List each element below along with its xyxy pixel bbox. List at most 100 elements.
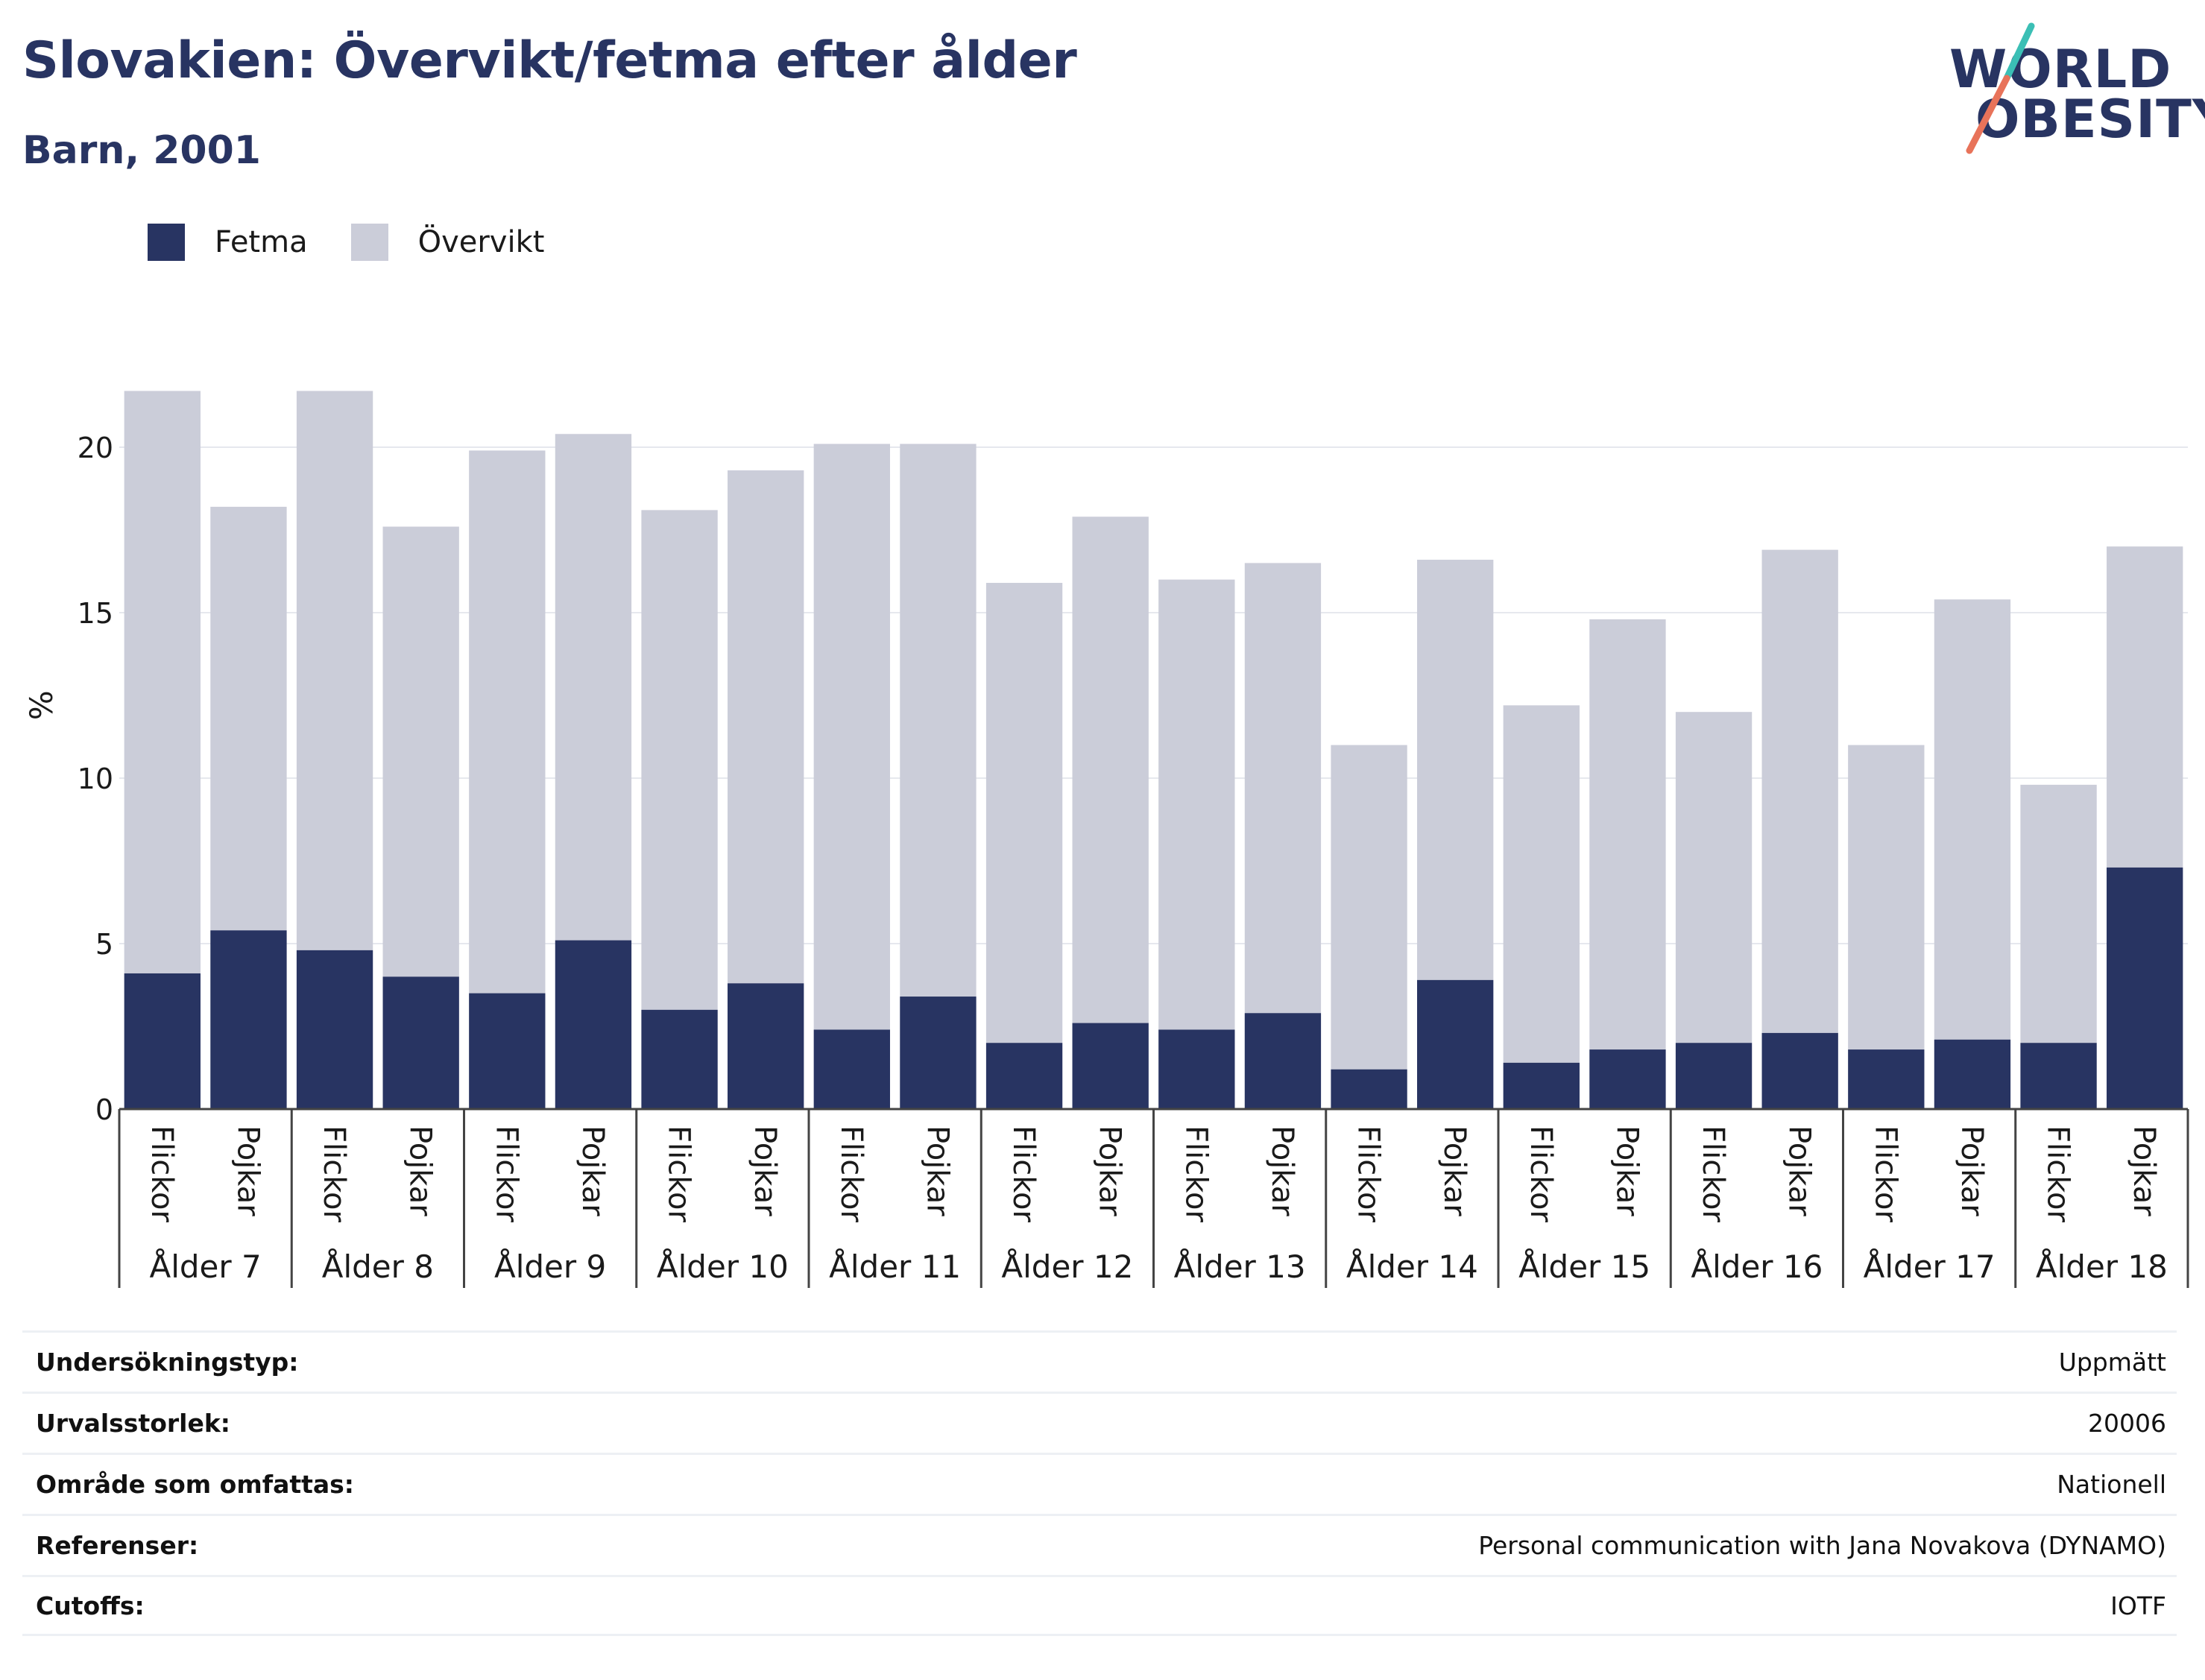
bar-fetma: [124, 973, 201, 1109]
x-tick-label-sex: Pojkar: [1265, 1125, 1299, 1216]
x-group-label: Ålder 13: [1174, 1248, 1306, 1285]
y-tick-label: 20: [78, 432, 113, 464]
bar-fetma: [2107, 867, 2183, 1109]
info-row-survey-type: Undersökningstyp: Uppmätt: [22, 1330, 2177, 1392]
bar-fetma: [1589, 1049, 1666, 1109]
info-row-area-covered: Område som omfattas: Nationell: [22, 1453, 2177, 1514]
x-tick-label-sex: Flickor: [834, 1125, 868, 1222]
y-tick-label: 0: [95, 1093, 113, 1126]
bar-overvikt: [1503, 705, 1580, 1063]
x-group-label: Ålder 8: [322, 1248, 434, 1285]
info-row-references: Referenser: Personal communication with …: [22, 1514, 2177, 1575]
bar-fetma: [1848, 1049, 1925, 1109]
bar-overvikt: [2020, 784, 2097, 1043]
y-axis-title: %: [23, 690, 60, 720]
legend-item-fetma: Fetma: [148, 224, 308, 261]
bar-overvikt: [813, 443, 890, 1030]
x-tick-label-sex: Pojkar: [1093, 1125, 1127, 1216]
bar-overvikt: [1244, 563, 1322, 1014]
bar-fetma: [1934, 1039, 2011, 1109]
x-tick-label-sex: Pojkar: [1437, 1125, 1471, 1216]
bar-fetma: [210, 930, 287, 1109]
bar-fetma: [813, 1029, 890, 1109]
bar-overvikt: [1675, 712, 1753, 1043]
bar-fetma: [1675, 1043, 1753, 1109]
bar-fetma: [641, 1009, 718, 1109]
bar-fetma: [296, 950, 373, 1109]
x-group-label: Ålder 9: [494, 1248, 606, 1285]
bar-overvikt: [555, 434, 632, 941]
x-tick-label-sex: Pojkar: [1609, 1125, 1644, 1216]
bar-overvikt: [1848, 745, 1925, 1050]
x-tick-label-sex: Pojkar: [2127, 1125, 2161, 1216]
y-tick-label: 10: [78, 762, 113, 795]
bar-overvikt: [210, 506, 287, 931]
bar-overvikt: [1072, 517, 1149, 1023]
x-tick-label-sex: Pojkar: [403, 1125, 438, 1216]
x-tick-label-sex: Pojkar: [748, 1125, 782, 1216]
bar-overvikt: [1158, 579, 1235, 1030]
info-value: Nationell: [2057, 1470, 2166, 1499]
bar-fetma: [985, 1043, 1063, 1109]
world-obesity-logo: WORLD OBESITY: [1938, 22, 2205, 157]
x-group-label: Ålder 12: [1001, 1248, 1133, 1285]
bar-fetma: [469, 993, 546, 1109]
x-tick-label-sex: Flickor: [2041, 1125, 2075, 1222]
chart-title: Slovakien: Övervikt/fetma efter ålder: [22, 31, 1077, 90]
logo-text-line1: WORLD: [1949, 39, 2172, 100]
bar-fetma: [555, 940, 632, 1109]
legend-swatch-overvikt: [350, 224, 388, 261]
bar-fetma: [728, 983, 804, 1109]
bar-overvikt: [1417, 559, 1494, 980]
bar-overvikt: [985, 583, 1063, 1043]
x-tick-label-sex: Pojkar: [920, 1125, 954, 1216]
bar-fetma: [1158, 1029, 1235, 1109]
legend-label-fetma: Fetma: [215, 225, 308, 259]
y-tick-label: 15: [78, 597, 113, 630]
x-tick-label-sex: Flickor: [1179, 1125, 1213, 1222]
legend-item-overvikt: Övervikt: [350, 224, 545, 261]
x-tick-label-sex: Flickor: [1696, 1125, 1730, 1222]
x-group-label: Ålder 11: [829, 1248, 961, 1285]
bar-fetma: [2020, 1043, 2097, 1109]
legend-swatch-fetma: [148, 224, 185, 261]
bar-fetma: [1072, 1023, 1149, 1109]
info-key: Område som omfattas:: [36, 1470, 355, 1499]
x-tick-label-sex: Flickor: [1006, 1125, 1041, 1222]
bar-overvikt: [1761, 549, 1838, 1033]
bar-fetma: [1244, 1013, 1322, 1109]
info-key: Cutoffs:: [36, 1591, 145, 1620]
chart-legend: Fetma Övervikt: [148, 222, 587, 262]
bar-overvikt: [1589, 619, 1666, 1050]
info-value: IOTF: [2110, 1591, 2166, 1620]
bar-overvikt: [1331, 745, 1407, 1070]
stacked-bar-chart: 0 5 10 15 20% Flickor Pojkar Flickor Pojkar Flick…: [23, 391, 2189, 1288]
x-group-label: Ålder 16: [1691, 1248, 1823, 1285]
y-tick-label: 5: [95, 928, 113, 961]
logo-slash-icon: [1966, 22, 2035, 154]
x-tick-label-sex: Pojkar: [575, 1125, 610, 1216]
bar-fetma: [382, 976, 459, 1109]
legend-label-overvikt: Övervikt: [417, 225, 545, 259]
x-tick-label-sex: Pojkar: [230, 1125, 265, 1216]
bar-fetma: [1331, 1069, 1407, 1109]
x-tick-label-sex: Flickor: [145, 1125, 179, 1222]
x-group-label: Ålder 18: [2036, 1248, 2168, 1285]
x-group-label: Ålder 15: [1518, 1248, 1650, 1285]
x-tick-label-sex: Flickor: [317, 1125, 351, 1222]
bar-fetma: [1761, 1032, 1838, 1109]
bar-overvikt: [641, 510, 718, 1010]
info-row-cutoffs: Cutoffs: IOTF: [22, 1575, 2177, 1636]
x-tick-label-sex: Flickor: [1351, 1125, 1386, 1222]
survey-info-table: Undersökningstyp: Uppmätt Urvalsstorlek:…: [22, 1330, 2177, 1636]
logo-text-line2: OBESITY: [1975, 89, 2205, 150]
x-group-label: Ålder 17: [1864, 1248, 1996, 1285]
bar-overvikt: [382, 526, 459, 977]
bar-overvikt: [296, 391, 373, 950]
bar-overvikt: [2107, 546, 2183, 868]
bar-overvikt: [900, 443, 977, 997]
x-group-label: Ålder 10: [657, 1248, 789, 1285]
x-tick-label-sex: Flickor: [662, 1125, 696, 1222]
info-key: Urvalsstorlek:: [36, 1409, 231, 1438]
bar-overvikt: [124, 391, 201, 973]
